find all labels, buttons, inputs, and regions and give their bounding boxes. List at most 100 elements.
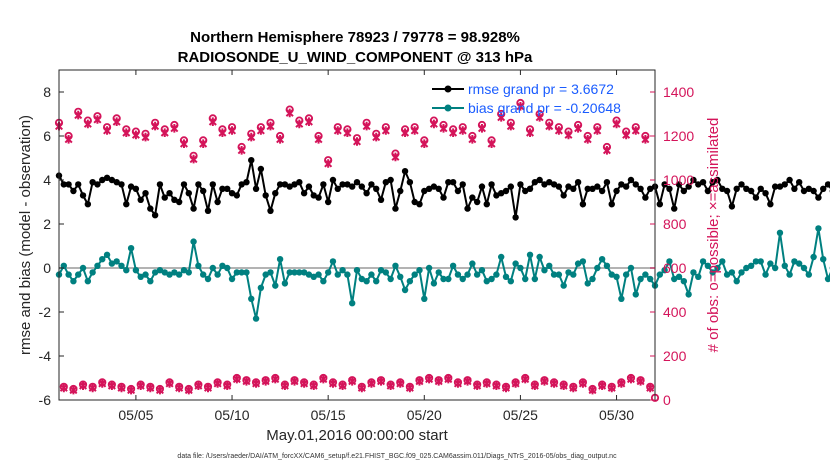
obs-assimilated-point — [646, 383, 655, 393]
rmse-point — [685, 183, 692, 190]
bias-point — [180, 267, 188, 274]
rmse-point — [358, 183, 366, 190]
bias-point — [276, 256, 284, 263]
obs-assimilated-point — [93, 115, 102, 124]
plot-area — [54, 98, 830, 402]
bias-point — [565, 269, 572, 276]
bias-point — [608, 271, 615, 278]
obs-assimilated-point — [545, 121, 554, 131]
bias-point — [137, 273, 144, 280]
obs-assimilated-point — [463, 377, 472, 386]
rmse-point — [233, 192, 241, 199]
rmse-point — [387, 176, 394, 184]
obs-assimilated-point — [328, 379, 337, 388]
rmse-point — [733, 185, 740, 192]
bias-point — [752, 258, 760, 265]
bias-point — [334, 271, 341, 278]
bias-point — [108, 260, 116, 267]
rmse-point — [661, 181, 668, 188]
obs-assimilated-point — [554, 126, 563, 135]
obs-assimilated-point — [218, 128, 227, 137]
bias-point — [550, 271, 558, 278]
obs-assimilated-point — [276, 135, 285, 144]
rmse-point — [541, 181, 548, 188]
obs-assimilated-point — [550, 379, 559, 388]
obs-assimilated-point — [501, 383, 511, 393]
bias-point — [219, 262, 226, 269]
rmse-point — [430, 183, 438, 190]
rmse-point — [584, 185, 591, 192]
bias-point — [243, 269, 250, 276]
rmse-point — [497, 190, 505, 197]
obs-assimilated-point — [617, 379, 626, 388]
obs-assimilated-point — [578, 379, 587, 388]
rmse-point — [603, 179, 611, 186]
rmse-point — [752, 194, 760, 201]
bias-point — [728, 269, 736, 276]
y-tick-label: 8 — [43, 84, 51, 100]
obs-assimilated-point — [521, 374, 530, 384]
obs-assimilated-point — [477, 124, 486, 133]
obs-assimilated-point — [309, 381, 318, 390]
bias-point — [805, 271, 813, 278]
bias-point — [685, 291, 692, 298]
rmse-point — [690, 176, 697, 184]
rmse-point — [123, 201, 130, 208]
rmse-point — [699, 179, 707, 186]
obs-assimilated-point — [59, 383, 68, 393]
obs-assimilated-point — [141, 132, 150, 142]
rmse-point — [257, 165, 265, 173]
rmse-point — [127, 183, 135, 190]
rmse-point — [642, 194, 649, 201]
rmse-point — [565, 183, 572, 190]
rmse-point — [161, 194, 168, 201]
obs-assimilated-point — [290, 377, 299, 386]
rmse-point — [526, 185, 534, 192]
bias-point — [704, 262, 712, 269]
rmse-point — [156, 181, 164, 188]
obs-assimilated-point — [574, 124, 583, 133]
bias-point — [161, 269, 168, 276]
bias-point — [666, 258, 673, 265]
bias-point — [762, 271, 769, 278]
bias-point — [743, 264, 750, 272]
rmse-point — [786, 176, 793, 184]
rmse-point — [824, 181, 830, 188]
bias-point — [791, 258, 798, 265]
obs-assimilated-point — [295, 119, 304, 129]
bias-point — [75, 271, 82, 278]
bias-point — [646, 275, 654, 283]
obs-assimilated-point — [319, 374, 328, 384]
obs-assimilated-point — [117, 383, 126, 393]
rmse-point — [324, 198, 332, 206]
obs-assimilated-point — [266, 121, 275, 131]
obs-assimilated-point — [247, 132, 256, 142]
rmse-point — [719, 185, 726, 192]
obs-assimilated-point — [641, 135, 650, 144]
bias-point — [305, 271, 313, 278]
bias-point — [483, 278, 490, 285]
rmse-point — [656, 201, 664, 208]
y-axis-right-label: # of obs: o=possible; ×=assimilated — [705, 118, 722, 353]
rmse-point — [473, 198, 481, 206]
bias-point — [147, 278, 154, 285]
obs-assimilated-point — [588, 385, 597, 395]
bias-point — [324, 269, 332, 276]
bias-point — [723, 271, 731, 278]
rmse-point — [810, 187, 817, 195]
rmse-point — [517, 181, 524, 188]
obs-assimilated-point — [103, 126, 112, 135]
obs-assimilated-point — [107, 381, 116, 390]
obs-assimilated-point — [506, 121, 515, 131]
rmse-point — [666, 185, 673, 192]
bias-point — [464, 271, 471, 278]
obs-assimilated-point — [314, 135, 323, 144]
bias-point — [339, 267, 346, 274]
legend-bias-label: bias grand pr = -0.20648 — [468, 100, 621, 116]
rmse-point — [555, 183, 563, 190]
rmse-point — [449, 179, 457, 186]
bias-point — [824, 275, 830, 283]
obs-assimilated-point — [151, 121, 160, 131]
bias-point — [714, 264, 721, 272]
rmse-point — [99, 176, 106, 184]
